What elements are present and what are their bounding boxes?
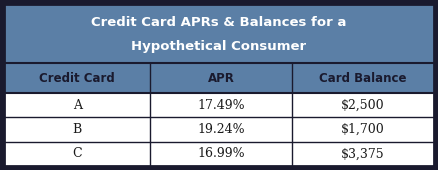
Text: 19.24%: 19.24% (198, 123, 245, 136)
Text: $3,375: $3,375 (341, 147, 385, 160)
Text: 16.99%: 16.99% (198, 147, 245, 160)
Text: C: C (72, 147, 82, 160)
Bar (4, 93, 434, 117)
Text: Credit Card: Credit Card (39, 72, 115, 85)
Text: Card Balance: Card Balance (319, 72, 407, 85)
Bar (4, 4, 434, 63)
Text: $1,700: $1,700 (341, 123, 385, 136)
Bar (4, 117, 434, 142)
Text: Credit Card APRs & Balances for a: Credit Card APRs & Balances for a (91, 16, 347, 29)
Bar (4, 63, 434, 93)
Bar (4, 142, 434, 166)
Text: Hypothetical Consumer: Hypothetical Consumer (131, 40, 307, 53)
Text: A: A (73, 99, 81, 112)
Text: APR: APR (208, 72, 235, 85)
Text: B: B (72, 123, 82, 136)
Text: $2,500: $2,500 (341, 99, 385, 112)
Text: 17.49%: 17.49% (198, 99, 245, 112)
